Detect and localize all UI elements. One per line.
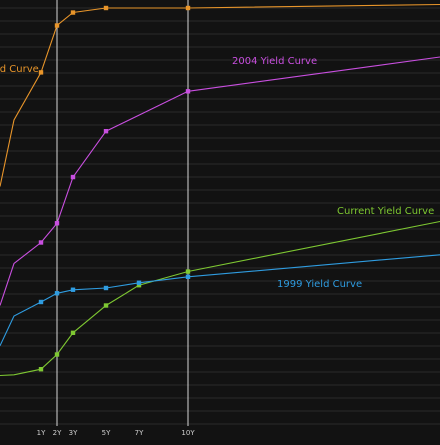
- data-point: [54, 23, 60, 28]
- data-point: [185, 269, 191, 274]
- data-point: [38, 70, 44, 75]
- x-tick-label: 2Y: [53, 429, 62, 437]
- x-tick-label: 10Y: [181, 429, 195, 437]
- grid: [0, 7, 440, 425]
- data-point: [70, 174, 76, 180]
- series-label: 1999 Yield Curve: [277, 279, 362, 290]
- data-point: [54, 291, 60, 296]
- x-tick-label: 3Y: [69, 429, 78, 437]
- series-labels: ld Curve 2004 Yield Curve Current Yield Cu…: [0, 56, 434, 290]
- x-tick-label: 1Y: [37, 429, 46, 437]
- series-line: [0, 56, 440, 306]
- data-point: [103, 5, 109, 11]
- series-line: [0, 3, 440, 187]
- x-tick-label: 5Y: [102, 429, 111, 437]
- data-point: [185, 274, 191, 279]
- highlight-lines: [56, 0, 189, 426]
- data-point: [70, 287, 76, 292]
- data-point: [70, 10, 76, 15]
- data-point: [38, 240, 44, 245]
- data-point: [54, 352, 60, 357]
- data-point: [38, 367, 44, 372]
- data-point: [136, 283, 142, 288]
- data-point: [54, 221, 60, 226]
- data-point: [185, 5, 191, 11]
- series-label: 2004 Yield Curve: [232, 56, 317, 67]
- data-point: [103, 285, 109, 291]
- data-point: [185, 89, 191, 94]
- series-label: Current Yield Curve: [337, 206, 434, 217]
- data-point: [103, 129, 109, 134]
- data-point: [103, 303, 109, 308]
- x-tick-label: 7Y: [135, 429, 144, 437]
- data-point: [38, 299, 44, 305]
- data-point: [70, 330, 76, 335]
- series-markers: [38, 5, 191, 372]
- series-line: [0, 220, 440, 377]
- data-point: [136, 280, 142, 285]
- series-label: ld Curve: [0, 64, 39, 75]
- x-axis-ticks: 1Y 2Y 3Y 5Y 7Y 10Y: [37, 429, 196, 437]
